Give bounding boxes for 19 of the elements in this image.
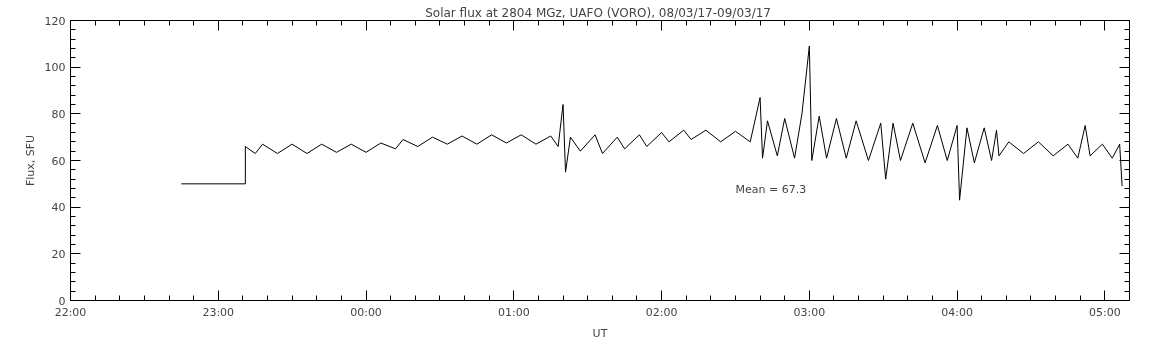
- y-tick-label: 40: [51, 201, 66, 215]
- y-tick-label: 20: [51, 247, 66, 261]
- y-tick-label: 120: [44, 14, 66, 28]
- x-tick-label: 00:00: [350, 305, 382, 319]
- y-tick-label: 0: [58, 294, 66, 308]
- x-axis-title: UT: [592, 326, 608, 340]
- chart-title: Solar flux at 2804 MGz, UAFO (VORO), 08/03/17-09/03/17: [425, 5, 771, 20]
- x-tick-label: 22:00: [54, 305, 87, 319]
- y-axis-title: Flux, SFU: [23, 134, 37, 187]
- y-tick-label: 60: [51, 154, 66, 168]
- x-tick-label: 04:00: [941, 305, 973, 319]
- x-tick-label: 05:00: [1089, 305, 1121, 319]
- x-tick-label: 23:00: [202, 305, 235, 319]
- x-tick-label: 02:00: [645, 305, 678, 319]
- x-tick-label: 03:00: [793, 305, 826, 319]
- annotation: Mean = 67.3: [735, 182, 807, 196]
- y-tick-label: 80: [51, 107, 66, 121]
- x-tick-label: 01:00: [497, 305, 530, 319]
- y-tick-label: 100: [44, 61, 66, 75]
